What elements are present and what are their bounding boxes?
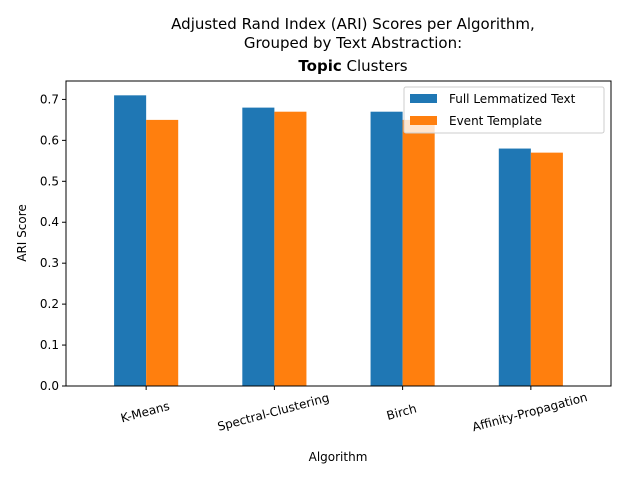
bars-group xyxy=(114,95,563,387)
bar-0-0 xyxy=(114,95,147,386)
chart-title-line-3: Topic Clusters xyxy=(298,57,407,75)
chart-title-line-2: Grouped by Text Abstraction: xyxy=(244,34,462,52)
chart-title-line-1: Adjusted Rand Index (ARI) Scores per Alg… xyxy=(171,15,535,33)
bar-1-0 xyxy=(146,119,179,386)
chart-title-bold: Topic xyxy=(298,57,341,75)
legend-swatch-0 xyxy=(410,94,437,103)
y-tick-label: 0.4 xyxy=(40,215,59,229)
legend-label-0: Full Lemmatized Text xyxy=(449,92,576,106)
bar-0-2 xyxy=(370,111,403,386)
bar-1-2 xyxy=(402,119,435,386)
chart-title-rest: Clusters xyxy=(342,57,408,75)
y-axis: 0.0 0.1 0.2 0.3 0.4 0.5 0.6 0.7 xyxy=(40,92,66,393)
bar-0-1 xyxy=(242,107,275,387)
legend-label-1: Event Template xyxy=(449,114,542,128)
x-tick-label: Affinity-Propagation xyxy=(471,390,589,434)
legend: Full Lemmatized Text Event Template xyxy=(403,86,605,134)
bar-1-3 xyxy=(530,152,563,386)
y-tick-label: 0.2 xyxy=(40,297,59,311)
x-tick-label: K-Means xyxy=(119,399,171,425)
y-tick-label: 0.5 xyxy=(40,174,59,188)
y-tick-label: 0.3 xyxy=(40,256,59,270)
y-tick-label: 0.6 xyxy=(40,133,59,147)
bar-1-1 xyxy=(274,111,307,386)
y-tick-label: 0.0 xyxy=(40,379,59,393)
x-tick-label: Spectral-Clustering xyxy=(216,390,331,433)
x-axis: K-Means Spectral-Clustering Birch Affinity-… xyxy=(119,386,589,434)
y-axis-label: ARI Score xyxy=(15,204,29,262)
plot-frame xyxy=(65,80,612,387)
legend-frame xyxy=(403,86,605,134)
legend-swatch-1 xyxy=(410,116,437,125)
y-tick-label: 0.7 xyxy=(40,92,59,106)
y-tick-label: 0.1 xyxy=(40,338,59,352)
x-axis-label: Algorithm xyxy=(309,450,368,464)
bar-0-3 xyxy=(498,148,531,386)
x-tick-label: Birch xyxy=(385,401,418,422)
